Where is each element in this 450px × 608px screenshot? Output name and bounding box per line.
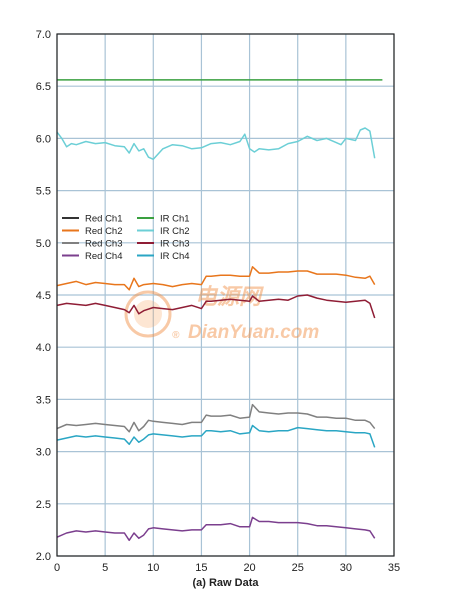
- watermark-text: DianYuan.com: [188, 322, 319, 343]
- y-tick-label: 4.0: [36, 342, 51, 354]
- legend-label: IR Ch3: [160, 239, 190, 250]
- y-tick-label: 5.5: [36, 186, 51, 198]
- y-tick-label: 3.0: [36, 447, 51, 459]
- y-tick-label: 4.5: [36, 290, 51, 302]
- y-tick-labels: 2.0 2.5 3.0 3.5 4.0 4.5 5.0 5.5 6.0 6.5 7.0: [36, 29, 51, 563]
- y-tick-label: 6.0: [36, 133, 51, 145]
- x-tick-label: 10: [147, 562, 159, 574]
- plot-frame: [56, 33, 395, 557]
- y-tick-label: 2.5: [36, 499, 51, 511]
- legend-label: IR Ch4: [160, 251, 190, 262]
- series-line-ir-ch2: [56, 127, 376, 161]
- legend-label: IR Ch1: [160, 214, 190, 225]
- x-tick-label: 20: [243, 562, 255, 574]
- x-tick-label: 5: [102, 562, 108, 574]
- series-line-ir-ch4: [56, 424, 376, 448]
- series-line-red-ch2: [56, 266, 376, 291]
- series-line-ir-ch3: [56, 294, 376, 319]
- y-tick-label: 7.0: [36, 29, 51, 41]
- x-tick-label: 0: [54, 562, 60, 574]
- x-tick-label: 25: [292, 562, 304, 574]
- series-line-red-ch3: [56, 403, 376, 433]
- legend-label: Red Ch1: [85, 214, 123, 225]
- legend-label: Red Ch3: [85, 239, 123, 250]
- watermark-logo: 电源网 ® DianYuan.com: [124, 284, 319, 343]
- legend-label: Red Ch4: [85, 251, 123, 262]
- x-tick-labels: 0 5 10 15 20 25 30 35: [54, 562, 400, 574]
- x-tick-label: 15: [195, 562, 207, 574]
- legend-label: Red Ch2: [85, 226, 123, 237]
- watermark-circle-icon: [124, 290, 172, 338]
- gridlines: [56, 33, 395, 557]
- x-tick-label: 30: [340, 562, 352, 574]
- y-tick-label: 3.5: [36, 394, 51, 406]
- legend-label: IR Ch2: [160, 226, 190, 237]
- y-tick-label: 6.5: [36, 81, 51, 93]
- watermark-registered: ®: [172, 330, 180, 341]
- x-tick-label: 35: [388, 562, 400, 574]
- series-lines: [56, 79, 383, 542]
- series-line-red-ch4: [56, 516, 376, 542]
- y-tick-label: 5.0: [36, 238, 51, 250]
- x-axis-label: (a) Raw Data: [192, 577, 259, 589]
- y-tick-label: 2.0: [36, 551, 51, 563]
